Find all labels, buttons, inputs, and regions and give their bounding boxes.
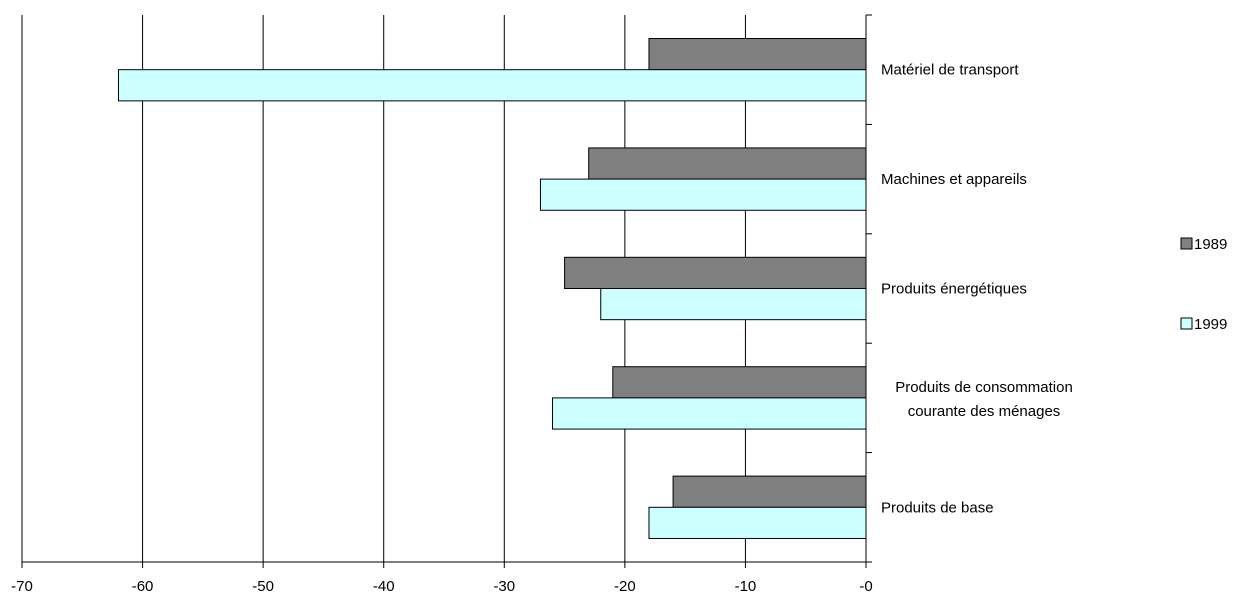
legend-swatch-1999 <box>1180 317 1193 330</box>
legend: 1989 1999 <box>1180 236 1227 333</box>
legend-swatch-1989 <box>1180 237 1193 250</box>
bar-1989 <box>564 256 867 290</box>
category-label: Produits énergétiques <box>881 281 1027 298</box>
category-label: Produits de consommation courante des mén… <box>895 379 1073 420</box>
x-tick-label: -60 <box>132 578 154 595</box>
axes <box>21 14 872 568</box>
bar-1999 <box>552 397 867 430</box>
bar-1989 <box>612 366 867 399</box>
x-tick-label: -10 <box>735 578 757 595</box>
category-label: Machines et appareils <box>881 171 1027 188</box>
bar-1989 <box>588 147 867 180</box>
category-label-line: courante des ménages <box>908 403 1061 420</box>
x-tick-label: -40 <box>373 578 395 595</box>
bar-1999 <box>117 69 867 102</box>
category-label-line: Produits de consommation <box>895 379 1073 396</box>
x-tick-label: -70 <box>11 578 33 595</box>
bar-1999 <box>539 178 867 211</box>
labels: -70 -60 -50 -40 -30 -20 -10 -0 Matériel de trans… <box>11 62 1073 595</box>
legend-label: 1999 <box>1194 316 1227 333</box>
legend-label: 1989 <box>1194 236 1227 253</box>
bars <box>117 38 867 539</box>
category-label: Produits de base <box>881 499 994 516</box>
x-tick-label: -50 <box>252 578 274 595</box>
bar-1989 <box>672 475 867 508</box>
category-label: Matériel de transport <box>881 62 1019 79</box>
bar-1999 <box>600 288 867 321</box>
bar-1999 <box>648 506 867 539</box>
x-tick-label: -20 <box>614 578 636 595</box>
x-tick-label: -30 <box>493 578 515 595</box>
bar-1989 <box>648 38 867 71</box>
x-tick-label: -0 <box>859 578 872 595</box>
